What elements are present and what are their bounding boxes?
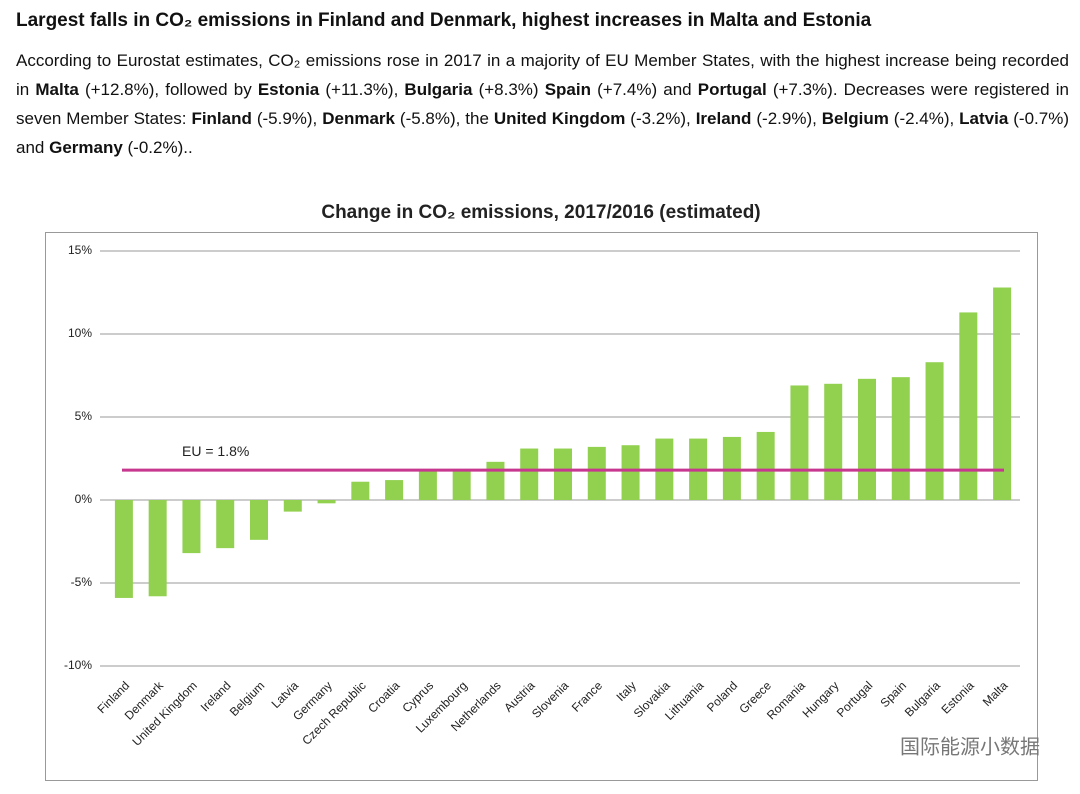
bar bbox=[587, 446, 606, 500]
bar bbox=[858, 378, 876, 500]
text: (-2.9%), bbox=[751, 109, 822, 128]
bar bbox=[756, 431, 775, 500]
y-tick-label: 5% bbox=[75, 409, 93, 423]
chart-title: Change in CO₂ emissions, 2017/2016 (esti… bbox=[321, 202, 760, 223]
bold-text: Latvia bbox=[959, 109, 1009, 128]
bar bbox=[554, 448, 572, 500]
bar bbox=[925, 362, 944, 500]
x-tick-label: Spain bbox=[878, 678, 910, 710]
bar bbox=[993, 287, 1012, 500]
bar bbox=[722, 436, 741, 500]
bar bbox=[790, 385, 809, 500]
text: (+8.3%) bbox=[472, 80, 545, 99]
bar bbox=[891, 377, 910, 500]
x-tick-label: Italy bbox=[613, 678, 638, 703]
x-tick-label: Bulgaria bbox=[902, 678, 943, 719]
bold-text: United Kingdom bbox=[493, 109, 626, 128]
bold-text: Denmark bbox=[322, 109, 395, 128]
bar bbox=[621, 445, 640, 500]
text: (-0.2%).. bbox=[122, 138, 193, 157]
x-tick-label: Portugal bbox=[834, 678, 876, 720]
text: (+7.3%). Decreases were registered in se… bbox=[16, 80, 1069, 128]
x-tick-label: Croatia bbox=[365, 678, 402, 715]
reference-label: EU = 1.8% bbox=[182, 443, 249, 459]
bold-text: Germany bbox=[49, 138, 123, 157]
bold-text: Bulgaria bbox=[404, 80, 473, 99]
bold-text: Finland bbox=[191, 109, 252, 128]
bar bbox=[283, 500, 302, 512]
x-tick-label: Malta bbox=[980, 678, 1011, 709]
x-tick-label: Slovenia bbox=[529, 678, 572, 721]
text: (-3.2%), bbox=[625, 109, 696, 128]
x-tick-label: Hungary bbox=[800, 678, 842, 720]
y-tick-label: 15% bbox=[68, 243, 92, 257]
x-tick-label: France bbox=[569, 678, 606, 715]
bar bbox=[452, 470, 471, 500]
x-tick-label: Belgium bbox=[227, 678, 268, 719]
y-tick-label: 0% bbox=[75, 492, 93, 506]
bar bbox=[148, 500, 167, 597]
bold-text: Spain bbox=[544, 80, 591, 99]
bold-text: Belgium bbox=[821, 109, 889, 128]
text: (-0.7%) and bbox=[16, 109, 1069, 157]
bar bbox=[351, 481, 370, 500]
text: According to Eurostat estimates, CO₂ emi… bbox=[16, 51, 1069, 99]
x-tick-label: Poland bbox=[704, 678, 740, 714]
bold-text: Estonia bbox=[257, 80, 320, 99]
bar bbox=[418, 470, 437, 500]
bar bbox=[520, 448, 539, 500]
y-tick-label: -5% bbox=[71, 575, 93, 589]
text: (-5.8%), the bbox=[394, 109, 494, 128]
x-tick-label: Estonia bbox=[938, 678, 976, 716]
bar bbox=[486, 461, 505, 500]
text: (-2.4%), bbox=[888, 109, 960, 128]
bar bbox=[114, 500, 133, 598]
bar bbox=[385, 480, 404, 500]
bar bbox=[317, 500, 336, 504]
bar bbox=[250, 500, 268, 540]
y-tick-label: -10% bbox=[64, 658, 92, 672]
text: (+11.3%), bbox=[319, 80, 405, 99]
summary-paragraph: According to Eurostat estimates, CO₂ emi… bbox=[16, 46, 1069, 162]
bar bbox=[182, 500, 201, 554]
watermark: 国际能源小数据 bbox=[900, 735, 1040, 758]
bold-text: Malta bbox=[35, 80, 79, 99]
bold-text: Ireland bbox=[695, 109, 752, 128]
bar bbox=[216, 500, 235, 549]
bold-text: Portugal bbox=[697, 80, 767, 99]
text: (+12.8%), followed by bbox=[78, 80, 258, 99]
x-tick-label: Romania bbox=[764, 678, 808, 722]
bar bbox=[959, 312, 978, 500]
y-tick-label: 10% bbox=[68, 326, 92, 340]
bar bbox=[824, 383, 843, 500]
text: (-5.9%), bbox=[251, 109, 323, 128]
page-title: Largest falls in CO₂ emissions in Finlan… bbox=[16, 10, 872, 31]
chart-frame bbox=[45, 232, 1038, 781]
text: (+7.4%) and bbox=[591, 80, 698, 99]
